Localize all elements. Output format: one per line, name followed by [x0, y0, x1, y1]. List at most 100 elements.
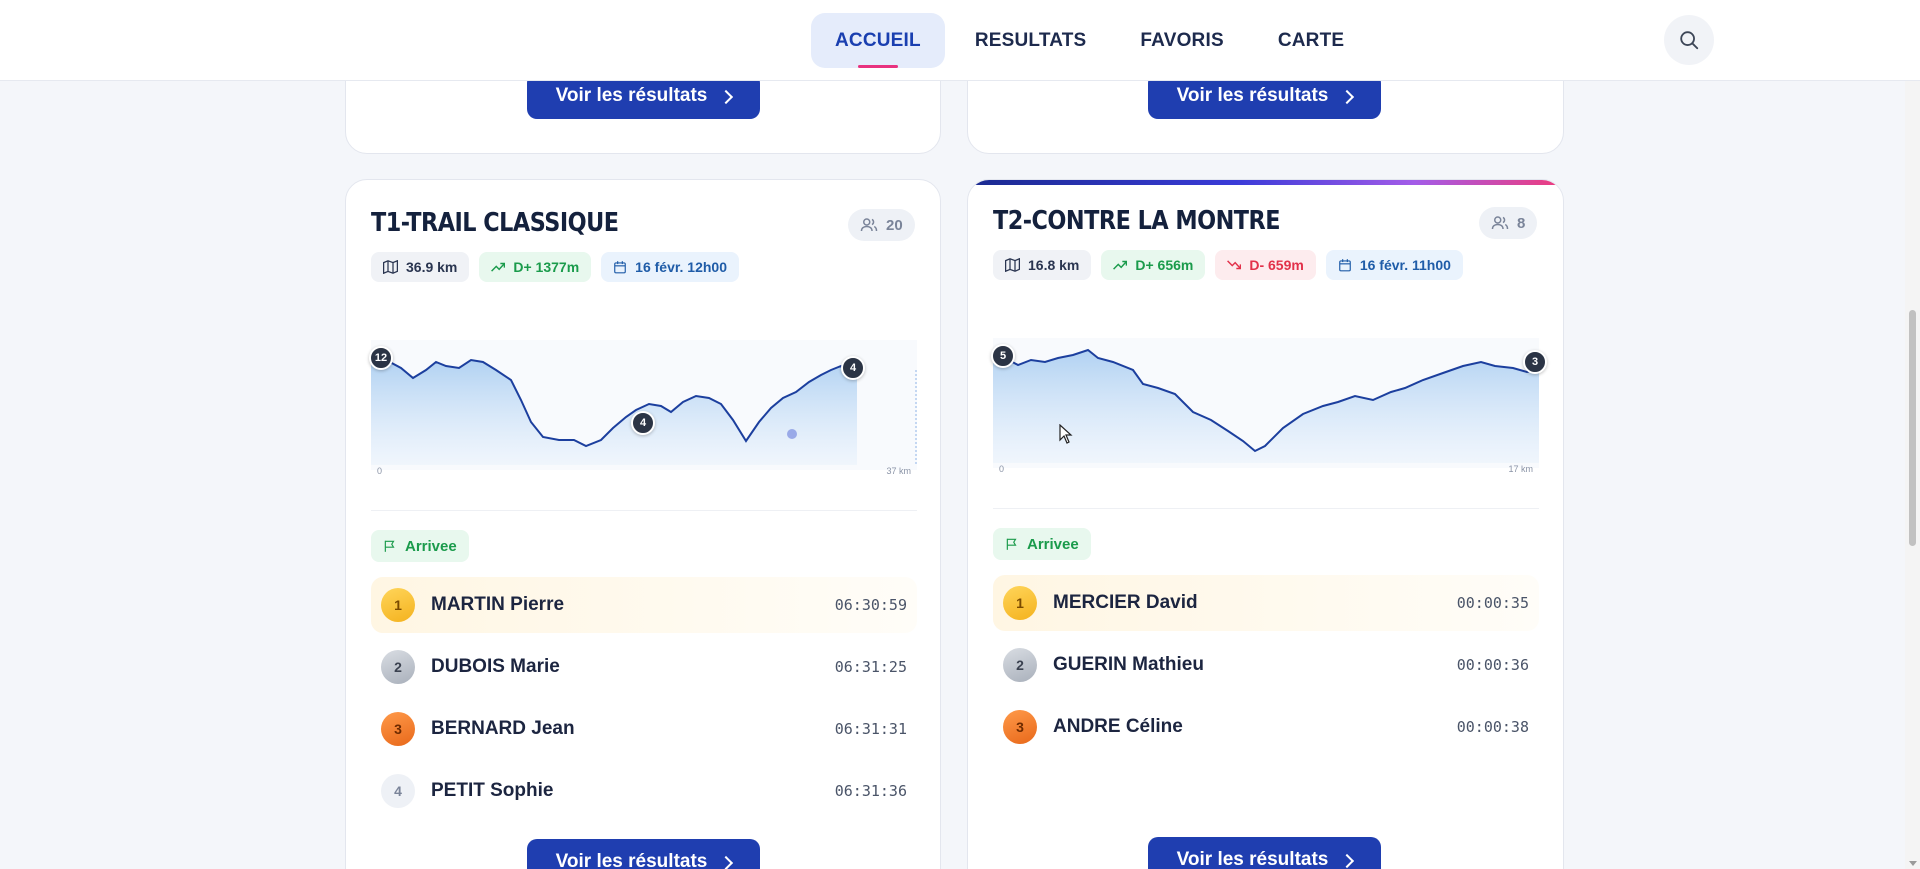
runner-name: BERNARD Jean — [431, 718, 575, 739]
elevation-loss-chip: D- 659m — [1215, 250, 1316, 280]
search-icon — [1680, 31, 1699, 50]
search-button[interactable] — [1664, 15, 1714, 65]
distance-chip: 16.8 km — [993, 250, 1092, 280]
checkpoint-marker[interactable]: 5 — [991, 344, 1015, 368]
users-icon — [860, 218, 878, 232]
distance-chip: 36.9 km — [371, 252, 470, 282]
live-accent-bar — [968, 180, 1563, 185]
checkpoint-marker[interactable]: 3 — [1523, 350, 1547, 374]
checkpoint-marker[interactable]: 12 — [369, 346, 393, 370]
runner-time: 06:31:25 — [834, 658, 907, 676]
main-nav: ACCUEIL RESULTATS FAVORIS CARTE — [811, 13, 1368, 68]
view-results-label: Voir les résultats — [555, 85, 708, 106]
axis-start-label: 0 — [377, 466, 383, 476]
page-scrollbar[interactable] — [1905, 0, 1920, 869]
divider — [993, 508, 1539, 509]
participants-badge: 20 — [848, 209, 915, 241]
chevron-right-icon — [719, 89, 734, 104]
race-title: T2-CONTRE LA MONTRE — [993, 206, 1281, 236]
nav-accueil[interactable]: ACCUEIL — [811, 13, 945, 68]
runner-name: ANDRE Céline — [1053, 716, 1183, 737]
view-results-label: Voir les résultats — [1176, 85, 1329, 106]
rank-badge: 3 — [381, 712, 415, 746]
scroll-thumb[interactable] — [1909, 310, 1916, 546]
profile-line — [993, 348, 1539, 453]
divider — [371, 510, 917, 511]
runner-time: 00:00:36 — [1456, 656, 1529, 674]
runner-name: DUBOIS Marie — [431, 656, 560, 677]
map-icon — [383, 260, 398, 274]
elevation-profile[interactable]: 12 4 4 0 37 km — [369, 340, 917, 476]
trending-down-icon — [1227, 260, 1242, 270]
flag-icon — [384, 540, 395, 552]
result-row[interactable]: 4 PETIT Sophie 06:31:36 — [371, 763, 917, 819]
checkpoint-marker[interactable]: 4 — [841, 356, 865, 380]
rank-badge: 1 — [1003, 586, 1037, 620]
trending-up-icon — [1113, 260, 1128, 270]
runner-time: 06:31:31 — [834, 720, 907, 738]
rank-badge: 3 — [1003, 710, 1037, 744]
nav-carte[interactable]: CARTE — [1277, 29, 1345, 51]
flag-icon — [1006, 538, 1017, 550]
elevation-gain-chip: D+ 1377m — [479, 252, 592, 282]
date-chip: 16 févr. 12h00 — [601, 252, 740, 282]
runner-name: GUERIN Mathieu — [1053, 654, 1204, 675]
race-stats: 16.8 km D+ 656m D- 659m 16 févr. 11h00 — [993, 250, 1463, 280]
axis-end-label: 37 km — [886, 466, 911, 476]
rank-badge: 2 — [381, 650, 415, 684]
axis-end-label: 17 km — [1508, 464, 1533, 474]
result-row[interactable]: 2 GUERIN Mathieu 00:00:36 — [993, 637, 1539, 693]
elevation-profile-chart — [371, 340, 917, 470]
profile-area — [993, 350, 1539, 463]
runner-name: MERCIER David — [1053, 592, 1198, 613]
result-row[interactable]: 2 DUBOIS Marie 06:31:25 — [371, 639, 917, 695]
chevron-right-icon — [719, 855, 734, 869]
status-badge: Arrivee — [993, 528, 1091, 560]
view-results-label: Voir les résultats — [1176, 849, 1329, 869]
result-row[interactable]: 3 ANDRE Céline 00:00:38 — [993, 699, 1539, 755]
mouse-cursor-icon — [1059, 424, 1073, 444]
calendar-icon — [1338, 259, 1351, 272]
view-results-button[interactable]: Voir les résultats — [1148, 837, 1381, 869]
users-icon — [1491, 216, 1509, 230]
race-title: T1-TRAIL CLASSIQUE — [371, 208, 619, 238]
axis-start-label: 0 — [999, 464, 1005, 474]
status-badge: Arrivee — [371, 530, 469, 562]
runner-name: MARTIN Pierre — [431, 594, 565, 615]
nav-favoris[interactable]: FAVORIS — [1140, 29, 1224, 51]
participants-badge: 8 — [1479, 207, 1538, 239]
rank-badge: 2 — [1003, 648, 1037, 682]
runner-time: 00:00:35 — [1456, 594, 1529, 612]
top-navigation-bar: ACCUEIL RESULTATS FAVORIS CARTE — [0, 0, 1920, 81]
result-row[interactable]: 1 MARTIN Pierre 06:30:59 — [371, 577, 917, 633]
profile-area — [371, 360, 857, 465]
rank-badge: 1 — [381, 588, 415, 622]
trending-up-icon — [491, 262, 506, 272]
rank-badge: 4 — [381, 774, 415, 808]
race-card-t2[interactable]: T2-CONTRE LA MONTRE 8 16.8 km D+ 656m D-… — [967, 179, 1564, 869]
elevation-profile-chart — [993, 338, 1539, 468]
runner-time: 06:31:36 — [834, 782, 907, 800]
participants-count: 8 — [1517, 214, 1526, 232]
view-results-button[interactable]: Voir les résultats — [527, 839, 760, 869]
elevation-profile[interactable]: 5 3 0 17 km — [991, 338, 1547, 474]
runner-time: 00:00:38 — [1456, 718, 1529, 736]
calendar-icon — [614, 261, 626, 274]
date-chip: 16 févr. 11h00 — [1325, 250, 1463, 280]
map-icon — [1005, 258, 1020, 272]
participants-count: 20 — [886, 216, 903, 234]
race-stats: 36.9 km D+ 1377m 16 févr. 12h00 — [371, 252, 740, 282]
chevron-right-icon — [1340, 853, 1355, 868]
scroll-down-icon[interactable] — [1909, 861, 1917, 866]
runner-name: PETIT Sophie — [431, 780, 554, 801]
runner-time: 06:30:59 — [834, 596, 907, 614]
elevation-gain-chip: D+ 656m — [1101, 250, 1206, 280]
view-results-label: Voir les résultats — [555, 851, 708, 869]
profile-line — [371, 358, 856, 448]
result-row[interactable]: 1 MERCIER David 00:00:35 — [993, 575, 1539, 631]
chevron-right-icon — [1340, 89, 1355, 104]
nav-resultats[interactable]: RESULTATS — [974, 29, 1087, 51]
result-row[interactable]: 3 BERNARD Jean 06:31:31 — [371, 701, 917, 757]
race-card-t1[interactable]: T1-TRAIL CLASSIQUE 20 36.9 km D+ 1377m 1… — [345, 179, 941, 869]
checkpoint-marker[interactable]: 4 — [631, 411, 655, 435]
